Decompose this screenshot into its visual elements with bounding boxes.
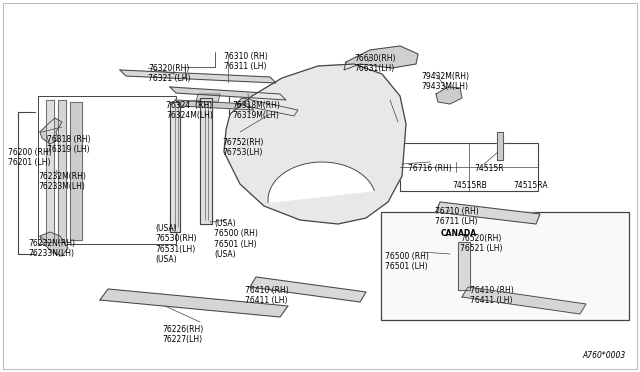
Bar	[381, 212, 629, 320]
Polygon shape	[200, 98, 212, 224]
Polygon shape	[100, 289, 288, 317]
Text: 76200 (RH)
76201 (LH): 76200 (RH) 76201 (LH)	[8, 148, 52, 167]
Polygon shape	[224, 64, 406, 224]
Polygon shape	[458, 242, 470, 290]
Text: 76752(RH)
76753(LH): 76752(RH) 76753(LH)	[222, 138, 264, 157]
Bar	[229, 96, 315, 116]
Polygon shape	[170, 87, 286, 100]
Text: 76320(RH)
76321 (LH): 76320(RH) 76321 (LH)	[148, 64, 191, 83]
Text: 74515RA: 74515RA	[513, 181, 548, 190]
Text: 76324  (RH)
76324M(LH): 76324 (RH) 76324M(LH)	[166, 101, 213, 121]
Polygon shape	[436, 202, 540, 224]
Polygon shape	[344, 46, 418, 70]
Polygon shape	[70, 102, 82, 240]
Text: 76232M(RH)
76233M(LH): 76232M(RH) 76233M(LH)	[38, 172, 86, 192]
Text: CANADA: CANADA	[441, 229, 477, 238]
Text: 76318 (RH)
76319 (LH): 76318 (RH) 76319 (LH)	[47, 135, 91, 154]
Text: 76410 (RH)
76411 (LH): 76410 (RH) 76411 (LH)	[245, 286, 289, 305]
Polygon shape	[58, 100, 66, 242]
Polygon shape	[40, 232, 68, 256]
Text: 76716 (RH): 76716 (RH)	[408, 164, 452, 173]
Bar	[38, 96, 176, 244]
Text: 74515R: 74515R	[474, 164, 504, 173]
Text: 76410 (RH)
76411 (LH): 76410 (RH) 76411 (LH)	[470, 286, 514, 305]
Text: A760*0003: A760*0003	[583, 351, 626, 360]
Text: 76310 (RH)
76311 (LH): 76310 (RH) 76311 (LH)	[224, 52, 268, 71]
Text: 76630(RH)
76631(LH): 76630(RH) 76631(LH)	[354, 54, 396, 73]
Text: 76520(RH)
76521 (LH): 76520(RH) 76521 (LH)	[460, 234, 502, 253]
Text: 76710 (RH)
76711 (LH): 76710 (RH) 76711 (LH)	[435, 207, 479, 227]
Polygon shape	[497, 132, 503, 160]
Text: 79432M(RH)
79433M(LH): 79432M(RH) 79433M(LH)	[421, 72, 469, 92]
Bar	[400, 143, 538, 191]
Polygon shape	[236, 98, 298, 116]
Polygon shape	[250, 277, 366, 302]
Polygon shape	[170, 102, 180, 232]
Polygon shape	[436, 87, 462, 104]
Text: 74515RB: 74515RB	[452, 181, 487, 190]
Text: 76232N(RH)
76233N(LH): 76232N(RH) 76233N(LH)	[28, 239, 75, 259]
Text: 76318M(RH)
76319M(LH): 76318M(RH) 76319M(LH)	[232, 101, 280, 121]
Text: 76226(RH)
76227(LH): 76226(RH) 76227(LH)	[162, 325, 204, 344]
Polygon shape	[46, 100, 54, 242]
Text: (USA)
76500 (RH)
76501 (LH)
(USA): (USA) 76500 (RH) 76501 (LH) (USA)	[214, 219, 258, 259]
Text: (USA)
76530(RH)
76531(LH)
(USA): (USA) 76530(RH) 76531(LH) (USA)	[155, 224, 196, 264]
Polygon shape	[268, 162, 374, 202]
Polygon shape	[196, 94, 220, 102]
Polygon shape	[120, 70, 276, 83]
Polygon shape	[40, 118, 62, 144]
Polygon shape	[462, 287, 586, 314]
Polygon shape	[175, 100, 254, 110]
Text: 76500 (RH)
76501 (LH): 76500 (RH) 76501 (LH)	[385, 252, 429, 272]
